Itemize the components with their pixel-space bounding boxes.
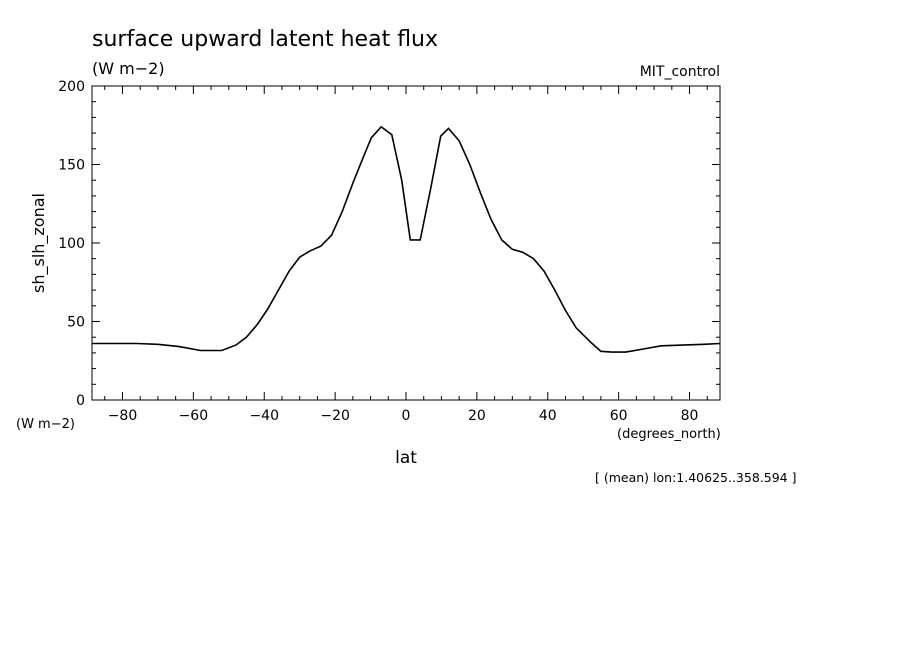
y-tick-label: 0 — [76, 393, 85, 409]
y-tick-label: 200 — [58, 79, 85, 95]
x-tick-label: 60 — [610, 408, 628, 424]
y-axis-ticks — [92, 101, 720, 385]
x-tick-label: 40 — [539, 408, 557, 424]
x-tick-label: −40 — [249, 408, 279, 424]
y-axis-units: (W m−2) — [16, 417, 75, 432]
series-line — [92, 125, 721, 353]
footnote: [ (mean) lon:1.40625..358.594 ] — [595, 470, 796, 485]
run-label: MIT_control — [640, 64, 720, 80]
plot-frame — [91, 85, 721, 401]
x-tick-label: 0 — [402, 408, 411, 424]
x-tick-label: 20 — [468, 408, 486, 424]
x-tick-label: −60 — [179, 408, 209, 424]
x-tick-label: −80 — [108, 408, 138, 424]
x-axis-ticks — [104, 86, 708, 400]
x-axis-tick-labels: −80 −60 −40 −20 0 20 40 60 80 — [108, 408, 699, 424]
y-tick-label: 50 — [67, 315, 85, 331]
y-axis-label: sh_slh_zonal — [29, 193, 49, 293]
x-tick-label: 80 — [681, 408, 699, 424]
x-axis-label: lat — [395, 448, 417, 468]
chart-units: (W m−2) — [92, 59, 165, 78]
x-tick-label: −20 — [320, 408, 350, 424]
x-axis-units: (degrees_north) — [617, 427, 721, 442]
y-tick-label: 150 — [58, 158, 85, 174]
y-tick-label: 100 — [58, 236, 85, 252]
y-axis-tick-labels: 0 50 100 150 200 — [58, 79, 85, 409]
chart-title: surface upward latent heat flux — [92, 27, 438, 52]
